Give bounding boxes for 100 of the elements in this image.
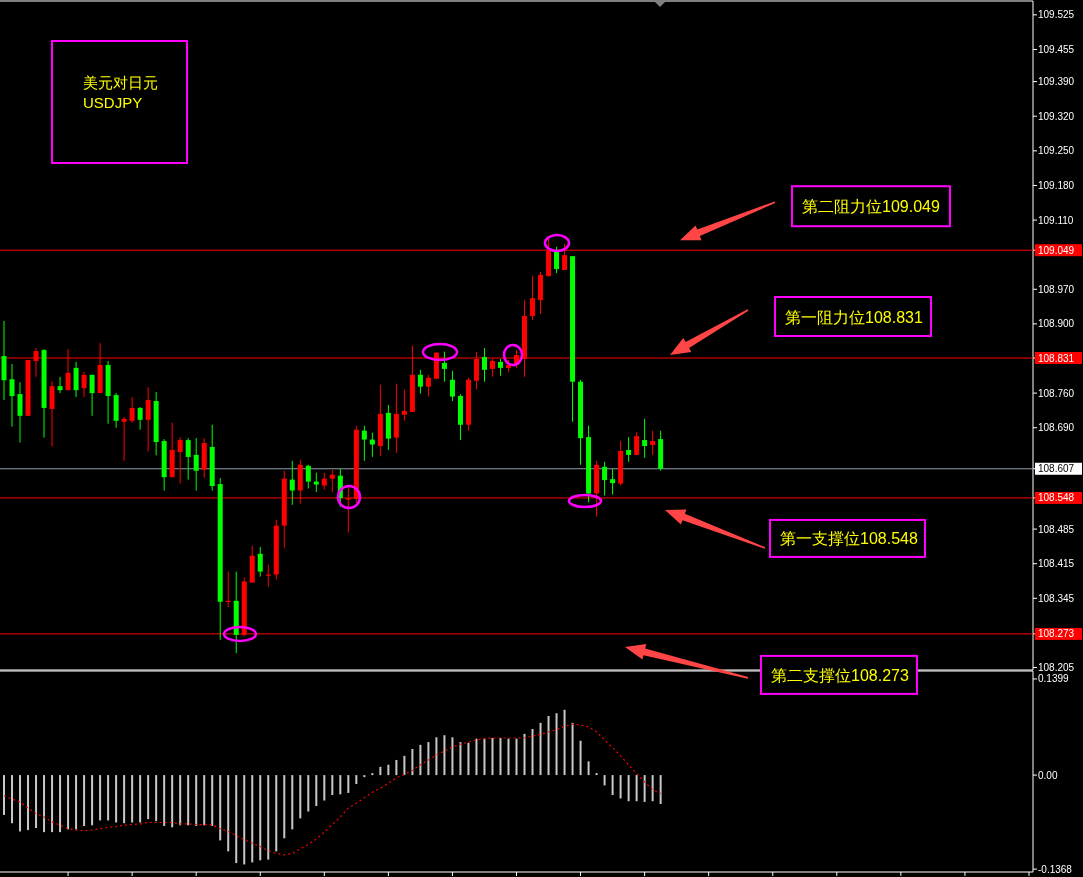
candlestick: [425, 374, 431, 398]
candlestick: [634, 431, 640, 456]
candlestick: [185, 437, 191, 481]
candlestick: [554, 246, 560, 274]
candlestick: [89, 374, 95, 417]
candlestick: [49, 380, 55, 448]
bar: [643, 775, 646, 802]
y-tick-label: 0.00: [1038, 769, 1058, 781]
y-tick-label: 108.485: [1038, 523, 1075, 535]
bar: [659, 775, 662, 804]
y-tick-label: 109.110: [1038, 214, 1074, 226]
bar: [83, 775, 86, 826]
y-tick-label: 108.690: [1038, 422, 1075, 434]
bar: [75, 775, 78, 830]
bar: [59, 775, 62, 833]
bar: [451, 737, 454, 776]
bar: [291, 775, 294, 830]
bar: [67, 775, 70, 830]
label-box: 第一支撑位108.548: [769, 518, 926, 558]
candlestick: [177, 436, 183, 485]
bar: [571, 722, 574, 776]
candlestick: [361, 425, 367, 462]
candlestick: [145, 386, 151, 452]
y-tick-label: 108.415: [1038, 558, 1075, 570]
bar: [339, 775, 342, 795]
candlestick: [602, 461, 608, 496]
bar: [443, 735, 446, 776]
bar: [27, 775, 30, 831]
y-tick-label: 109.320: [1038, 110, 1075, 122]
y-tick-label: 108.273: [1038, 628, 1075, 640]
y-tick-label: 109.525: [1038, 9, 1075, 21]
candlestick: [481, 347, 487, 383]
label-box: 第一阻力位108.831: [774, 296, 932, 337]
candlestick: [73, 361, 79, 398]
y-tick-label: 109.390: [1038, 76, 1075, 88]
bar: [155, 775, 158, 822]
candlestick: [137, 406, 143, 431]
y-tick-label: 109.455: [1038, 43, 1075, 55]
bar: [523, 733, 526, 776]
candlestick: [121, 416, 127, 462]
ref-line-label: 第二阻力位109.049: [802, 198, 940, 216]
candlestick: [329, 469, 335, 493]
y-tick-label: 108.970: [1038, 283, 1075, 295]
y-tick-label: -0.1368: [1038, 863, 1073, 875]
candlestick: [393, 383, 399, 454]
bar: [115, 775, 118, 823]
bar: [419, 744, 422, 776]
bar: [251, 775, 254, 863]
bar: [459, 742, 462, 776]
bar: [99, 775, 102, 821]
bar: [587, 761, 590, 776]
bar: [123, 775, 126, 824]
candlestick: [305, 464, 311, 490]
bar: [91, 775, 94, 826]
bar: [107, 775, 110, 821]
bar: [179, 775, 182, 826]
ref-line-label: 第一支撑位108.548: [780, 530, 918, 548]
candlestick: [9, 363, 15, 428]
bar: [147, 775, 150, 820]
bar: [259, 775, 262, 861]
bar: [467, 742, 470, 776]
bar: [395, 759, 398, 776]
y-tick-label: 109.250: [1038, 145, 1075, 157]
bar: [595, 773, 598, 776]
y-tick-label: 108.900: [1038, 318, 1075, 330]
bar: [539, 722, 542, 776]
bar: [499, 737, 502, 776]
bar: [235, 775, 238, 864]
bar: [579, 740, 582, 776]
bar: [211, 775, 214, 826]
bar: [627, 775, 630, 802]
bar: [307, 775, 310, 812]
bar: [331, 775, 334, 796]
bar: [347, 775, 350, 793]
y-tick-label: 109.180: [1038, 179, 1075, 191]
y-tick-label: 0.1399: [1038, 673, 1070, 685]
candlestick: [417, 369, 423, 395]
candlestick: [626, 436, 632, 463]
bar: [651, 775, 654, 802]
bar: [19, 775, 22, 832]
bar: [227, 775, 230, 852]
bar: [619, 775, 622, 799]
bar: [11, 775, 14, 824]
candlestick: [530, 275, 536, 321]
bar: [427, 742, 430, 776]
ref-line-label: 第一阻力位108.831: [785, 308, 923, 326]
bar: [491, 737, 494, 776]
bar: [35, 775, 38, 829]
bar: [387, 764, 390, 776]
ref-line-label: 第二支撑位108.273: [771, 666, 909, 684]
y-tick-label: 108.205: [1038, 662, 1075, 674]
y-tick-label: 108.548: [1038, 492, 1075, 504]
candlestick: [57, 376, 63, 394]
candlestick: [193, 437, 199, 492]
bar: [275, 775, 278, 852]
bar: [195, 775, 198, 826]
bar: [363, 775, 366, 778]
bar: [243, 775, 246, 865]
candlestick: [401, 389, 407, 422]
bar: [267, 775, 270, 860]
